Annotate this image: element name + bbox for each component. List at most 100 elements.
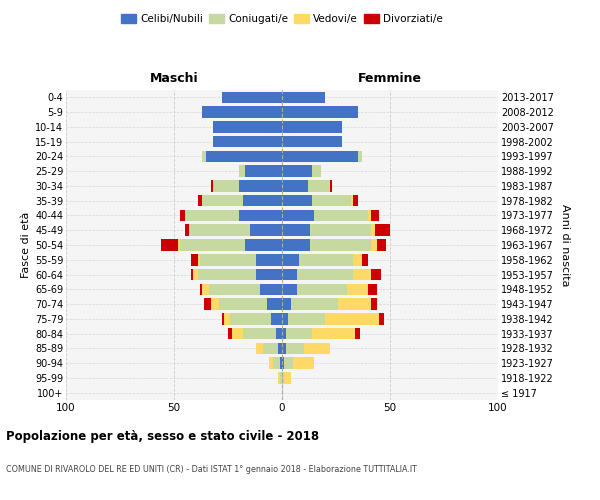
Bar <box>282 313 289 324</box>
Bar <box>278 372 280 384</box>
Bar <box>282 210 314 221</box>
Bar <box>211 180 213 192</box>
Bar <box>353 195 358 206</box>
Bar <box>282 195 312 206</box>
Bar <box>198 269 256 280</box>
Bar <box>282 121 343 132</box>
Bar <box>371 269 382 280</box>
Bar <box>260 284 282 295</box>
Bar <box>239 180 282 192</box>
Bar <box>284 372 290 384</box>
Bar <box>293 358 314 369</box>
Bar <box>310 224 371 236</box>
Bar <box>274 358 280 369</box>
Bar <box>280 372 282 384</box>
Bar <box>275 328 282 340</box>
Bar <box>282 269 297 280</box>
Bar <box>377 239 386 251</box>
Bar <box>278 342 282 354</box>
Bar <box>243 195 282 206</box>
Bar <box>282 106 358 118</box>
Bar <box>198 254 200 266</box>
Bar <box>213 180 239 192</box>
Bar <box>181 210 185 221</box>
Bar <box>371 210 379 221</box>
Bar <box>185 210 239 221</box>
Bar <box>267 298 282 310</box>
Bar <box>282 180 308 192</box>
Bar <box>282 150 358 162</box>
Bar <box>221 313 224 324</box>
Bar <box>230 313 271 324</box>
Bar <box>271 313 282 324</box>
Bar <box>256 254 282 266</box>
Bar <box>206 150 282 162</box>
Bar <box>282 372 284 384</box>
Bar <box>371 298 377 310</box>
Bar <box>221 92 282 103</box>
Bar <box>181 239 245 251</box>
Bar <box>371 239 377 251</box>
Bar <box>312 328 355 340</box>
Bar <box>178 239 181 251</box>
Bar <box>289 313 325 324</box>
Bar <box>310 239 371 251</box>
Bar <box>338 298 371 310</box>
Bar <box>358 150 362 162</box>
Bar <box>282 342 286 354</box>
Bar <box>193 269 198 280</box>
Bar <box>263 342 278 354</box>
Bar <box>213 121 282 132</box>
Bar <box>282 254 299 266</box>
Bar <box>161 239 178 251</box>
Y-axis label: Anni di nascita: Anni di nascita <box>560 204 571 286</box>
Bar <box>269 358 274 369</box>
Text: Maschi: Maschi <box>149 72 199 85</box>
Bar <box>202 195 243 206</box>
Bar <box>282 239 310 251</box>
Bar <box>299 254 353 266</box>
Bar <box>282 166 312 177</box>
Bar <box>198 195 202 206</box>
Bar <box>329 180 332 192</box>
Text: COMUNE DI RIVAROLO DEL RE ED UNITI (CR) - Dati ISTAT 1° gennaio 2018 - Elaborazi: COMUNE DI RIVAROLO DEL RE ED UNITI (CR) … <box>6 465 417 474</box>
Bar <box>213 136 282 147</box>
Bar <box>308 180 329 192</box>
Bar <box>256 342 263 354</box>
Bar <box>286 342 304 354</box>
Bar <box>245 239 282 251</box>
Bar <box>368 210 371 221</box>
Bar <box>200 254 256 266</box>
Bar <box>239 166 245 177</box>
Bar <box>202 106 282 118</box>
Bar <box>379 313 383 324</box>
Bar <box>312 195 351 206</box>
Bar <box>312 166 321 177</box>
Bar <box>284 358 293 369</box>
Text: Femmine: Femmine <box>358 72 422 85</box>
Bar <box>351 195 353 206</box>
Bar <box>228 328 232 340</box>
Bar <box>304 342 329 354</box>
Bar <box>250 224 282 236</box>
Bar <box>191 269 193 280</box>
Bar <box>286 328 312 340</box>
Bar <box>280 358 282 369</box>
Bar <box>362 254 368 266</box>
Bar <box>204 298 211 310</box>
Bar <box>256 269 282 280</box>
Bar <box>371 224 375 236</box>
Bar <box>353 269 371 280</box>
Bar <box>368 284 377 295</box>
Bar <box>202 150 206 162</box>
Bar <box>189 224 250 236</box>
Y-axis label: Fasce di età: Fasce di età <box>20 212 31 278</box>
Bar <box>200 284 202 295</box>
Bar <box>325 313 379 324</box>
Bar <box>191 254 198 266</box>
Bar <box>297 269 353 280</box>
Bar <box>224 313 230 324</box>
Bar <box>239 210 282 221</box>
Bar <box>355 328 360 340</box>
Bar <box>282 224 310 236</box>
